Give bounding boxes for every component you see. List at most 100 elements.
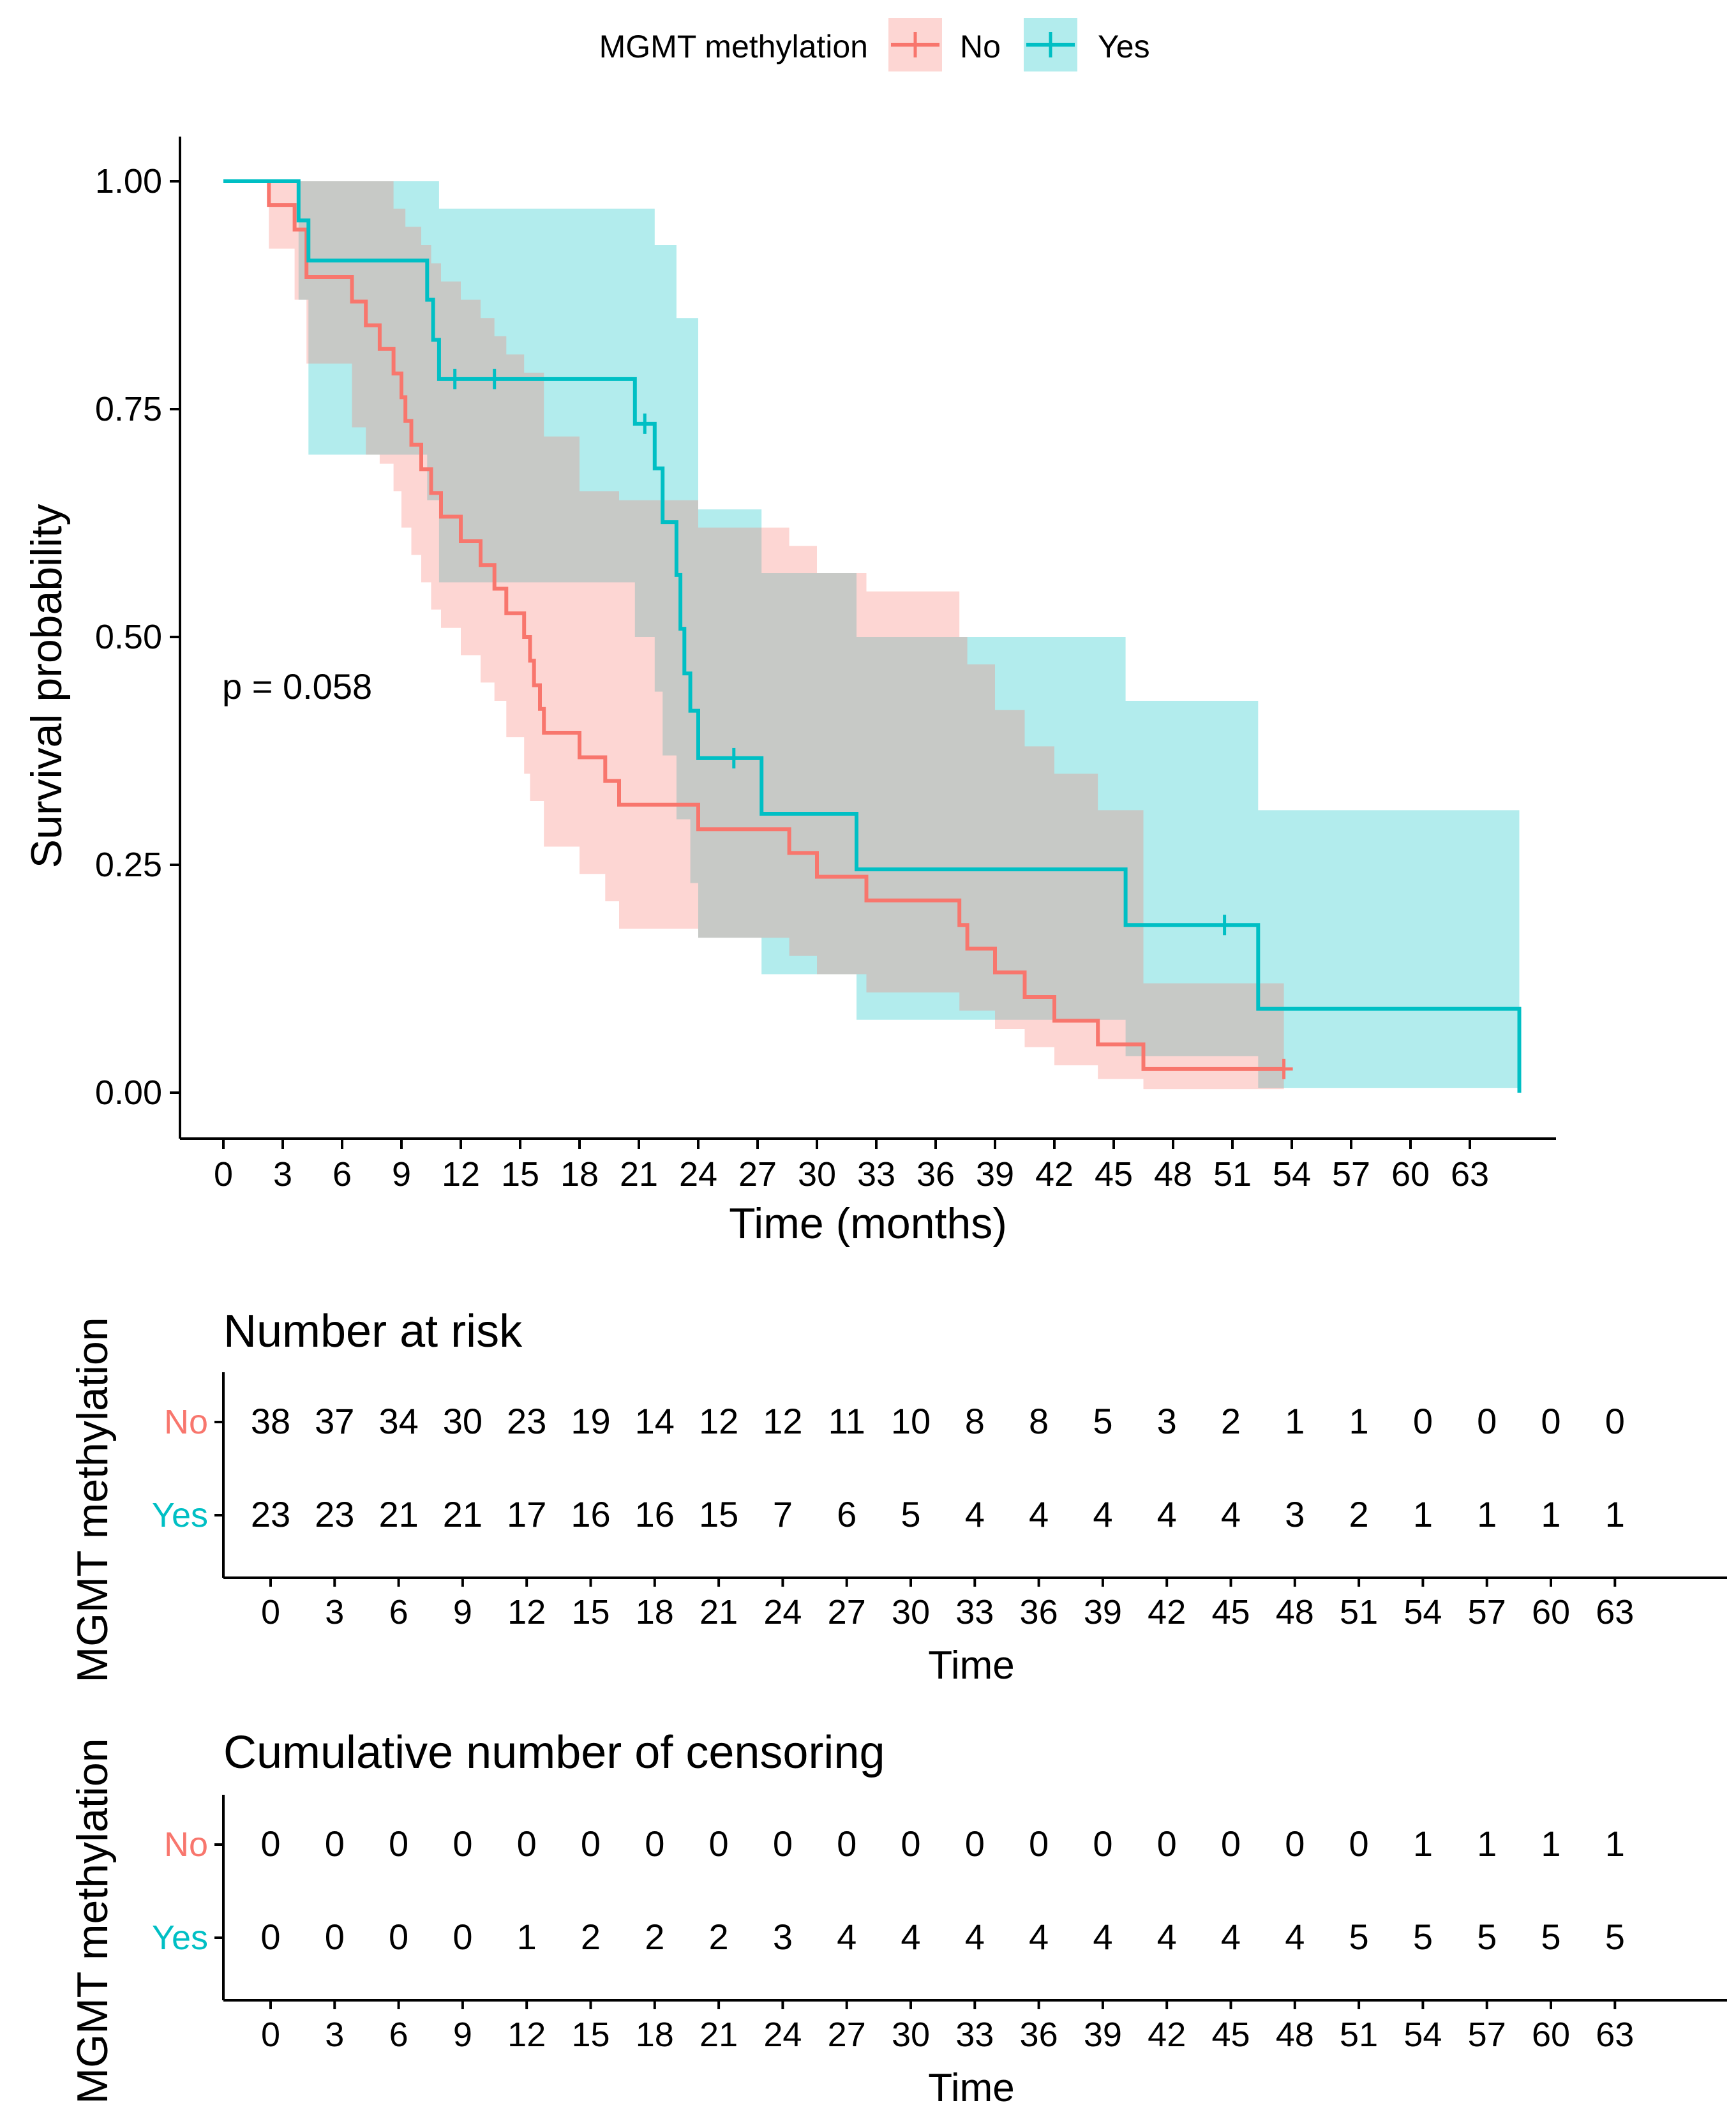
table-cell: 4 (901, 1917, 920, 1957)
table-cell: 1 (1605, 1494, 1625, 1534)
table-cell: 0 (260, 1823, 280, 1864)
x-tick-label: 42 (1035, 1155, 1074, 1194)
table-cell: 21 (443, 1494, 483, 1534)
y-axis-title: Survival probability (22, 504, 71, 869)
table-cell: 1 (1285, 1401, 1305, 1441)
table-x-tick-label: 51 (1340, 2016, 1378, 2054)
table-x-tick-label: 30 (892, 1593, 930, 1631)
survival-curve-no (223, 179, 1284, 1071)
table-x-tick-label: 54 (1403, 1593, 1442, 1631)
table-cell: 0 (1221, 1823, 1241, 1864)
x-tick-label: 60 (1391, 1155, 1430, 1194)
table-cell: 0 (965, 1823, 985, 1864)
legend-label-yes: Yes (1098, 29, 1150, 64)
table-cell: 4 (1221, 1494, 1241, 1534)
table-cell: 15 (699, 1494, 738, 1534)
table-x-tick-label: 3 (325, 2016, 344, 2054)
table-cell: 4 (1221, 1917, 1241, 1957)
survival-curve-yes (223, 179, 1522, 1093)
table-cell: 0 (453, 1917, 472, 1957)
table-cell: 4 (1285, 1917, 1305, 1957)
table-x-tick-label: 39 (1084, 1593, 1122, 1631)
table-x-tick-label: 39 (1084, 2016, 1122, 2054)
table-cell: 0 (260, 1917, 280, 1957)
table-x-tick-label: 57 (1468, 2016, 1506, 2054)
table-x-tick-label: 42 (1148, 1593, 1186, 1631)
table-cell: 0 (1029, 1823, 1049, 1864)
table-x-tick-label: 48 (1276, 1593, 1314, 1631)
table-x-tick-label: 0 (261, 2016, 280, 2054)
risk-table-xlabel: Time (928, 1644, 1014, 1688)
table-cell: 12 (763, 1401, 802, 1441)
risk-table: Number at risk MGMT methylation Time No 3… (68, 1306, 1727, 1688)
x-tick-label: 63 (1451, 1155, 1489, 1194)
table-x-tick-label: 36 (1020, 1593, 1058, 1631)
table-x-tick-label: 21 (700, 1593, 738, 1631)
table-x-tick-label: 36 (1020, 2016, 1058, 2054)
table-x-tick-label: 33 (955, 1593, 994, 1631)
table-x-tick-label: 18 (636, 2016, 674, 2054)
table-cell: 1 (1413, 1494, 1433, 1534)
table-x-tick-label: 57 (1468, 1593, 1506, 1631)
table-x-tick-label: 33 (955, 2016, 994, 2054)
table-cell: 0 (325, 1823, 345, 1864)
table-cell: 0 (901, 1823, 920, 1864)
x-tick-label: 27 (738, 1155, 777, 1194)
table-cell: 1 (1605, 1823, 1625, 1864)
table-x-tick-label: 6 (389, 2016, 408, 2054)
censor-table-ylabel: MGMT methylation (68, 1738, 117, 2104)
table-cell: 23 (315, 1494, 354, 1534)
table-cell: 19 (571, 1401, 610, 1441)
table-cell: 23 (507, 1401, 546, 1441)
x-tick-label: 45 (1095, 1155, 1133, 1194)
risk-table-title: Number at risk (223, 1306, 523, 1357)
table-cell: 5 (901, 1494, 920, 1534)
table-cell: 0 (1157, 1823, 1177, 1864)
x-tick-label: 21 (620, 1155, 658, 1194)
table-cell: 4 (965, 1917, 985, 1957)
table-cell: 0 (1477, 1401, 1497, 1441)
table-x-tick-label: 15 (571, 2016, 610, 2054)
p-value: p = 0.058 (222, 666, 372, 707)
table-cell: 0 (773, 1823, 793, 1864)
legend-label-no: No (960, 29, 1001, 64)
table-row-label-no: No (164, 1403, 208, 1441)
table-x-tick-label: 54 (1403, 2016, 1442, 2054)
table-cell: 0 (1285, 1823, 1305, 1864)
table-cell: 5 (1413, 1917, 1433, 1957)
table-cell: 12 (699, 1401, 738, 1441)
table-cell: 1 (1413, 1823, 1433, 1864)
table-cell: 5 (1477, 1917, 1497, 1957)
table-cell: 2 (645, 1917, 664, 1957)
table-cell: 17 (507, 1494, 546, 1534)
table-cell: 0 (389, 1823, 408, 1864)
table-cell: 4 (837, 1917, 857, 1957)
y-tick-label: 0.25 (95, 846, 162, 884)
x-tick-label: 36 (917, 1155, 955, 1194)
table-cell: 11 (828, 1401, 865, 1441)
table-cell: 0 (837, 1823, 857, 1864)
legend: MGMT methylation No Yes (599, 18, 1150, 71)
table-x-tick-label: 0 (261, 1593, 280, 1631)
y-tick-label: 0.50 (95, 618, 162, 656)
table-cell: 0 (517, 1823, 537, 1864)
table-cell: 5 (1093, 1401, 1112, 1441)
table-x-tick-label: 42 (1148, 2016, 1186, 2054)
table-cell: 1 (1349, 1401, 1369, 1441)
table-cell: 8 (1029, 1401, 1049, 1441)
table-cell: 1 (1541, 1494, 1560, 1534)
x-tick-label: 57 (1332, 1155, 1370, 1194)
table-cell: 14 (635, 1401, 675, 1441)
ci-band-yes (223, 181, 1520, 1088)
table-x-tick-label: 45 (1211, 1593, 1250, 1631)
x-tick-label: 24 (679, 1155, 717, 1194)
table-x-tick-label: 18 (636, 1593, 674, 1631)
table-x-tick-label: 9 (453, 2016, 472, 2054)
table-cell: 38 (251, 1401, 290, 1441)
table-cell: 1 (1541, 1823, 1560, 1864)
table-cell: 21 (378, 1494, 418, 1534)
table-cell: 2 (1349, 1494, 1369, 1534)
table-cell: 0 (709, 1823, 729, 1864)
table-cell: 0 (389, 1917, 408, 1957)
table-x-tick-label: 63 (1596, 1593, 1634, 1631)
